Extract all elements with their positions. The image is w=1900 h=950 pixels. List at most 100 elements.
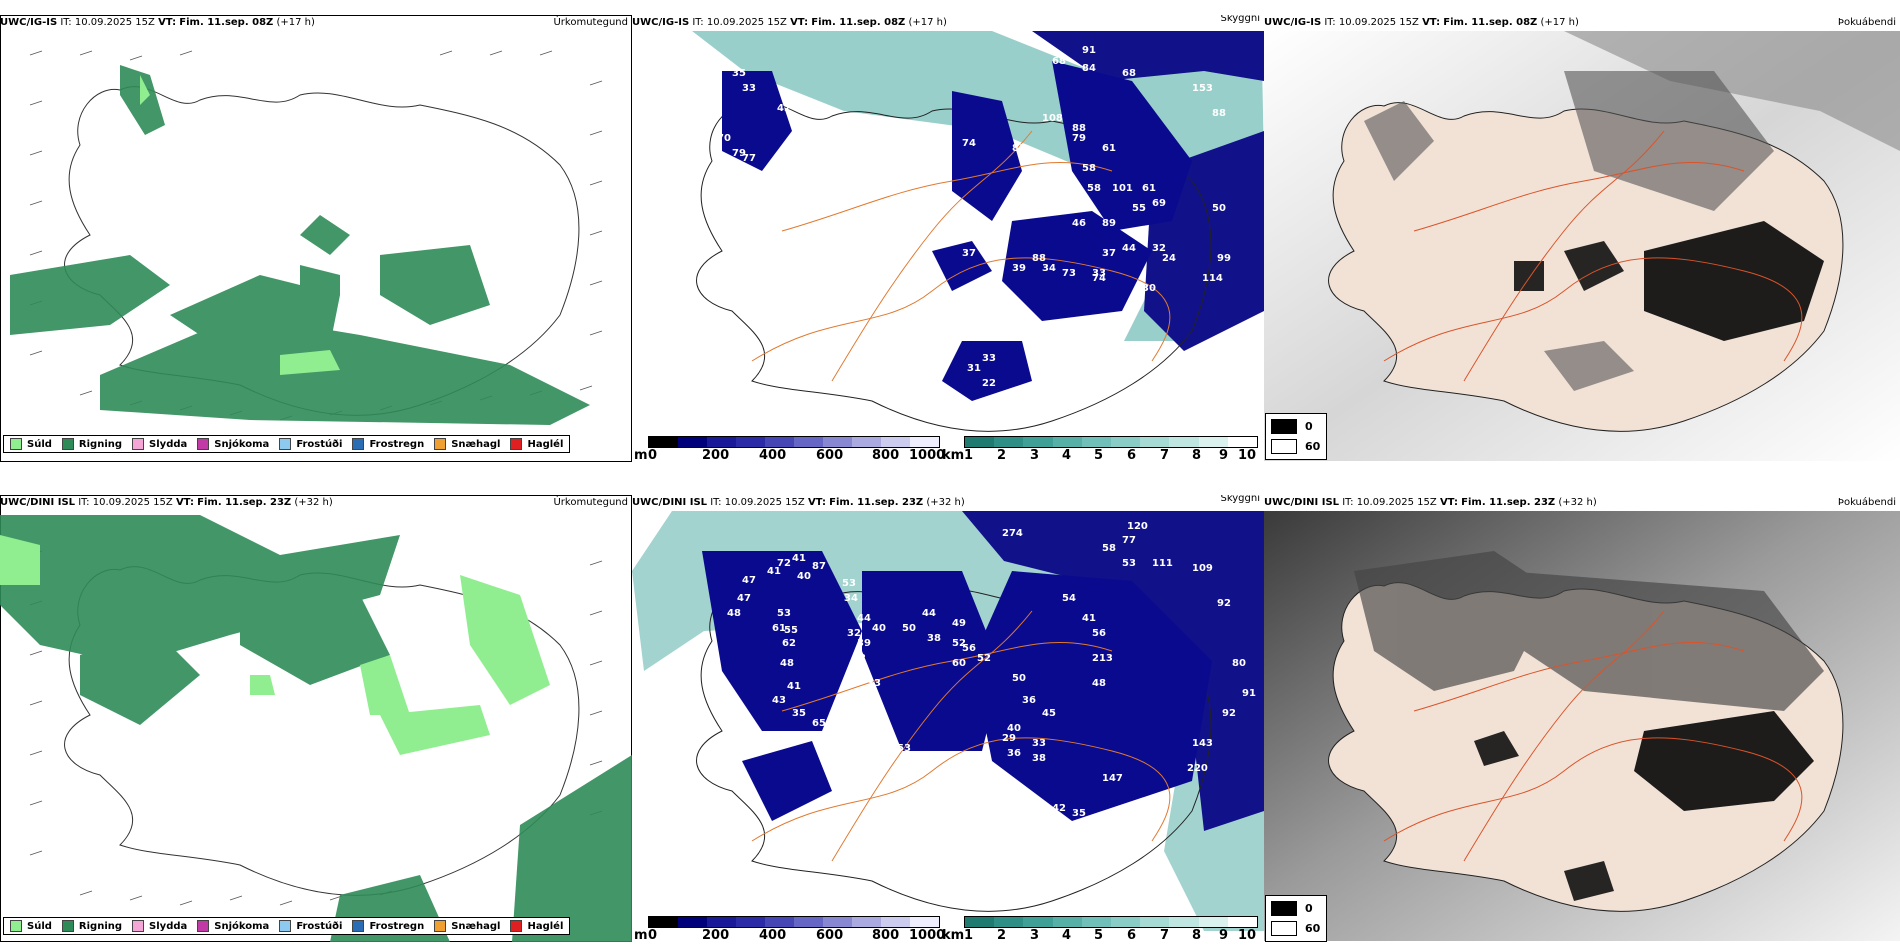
legend-item: Frostúði bbox=[279, 438, 342, 450]
it-value: 10.09.2025 15Z bbox=[1338, 17, 1419, 28]
vis-tick: 7 bbox=[1160, 928, 1170, 942]
ceiling-value-label: 69 bbox=[1152, 198, 1166, 209]
swatch bbox=[61, 438, 74, 450]
low-ceiling-areas bbox=[702, 551, 1212, 821]
swatch bbox=[197, 920, 210, 932]
ceiling-value-label: 48 bbox=[780, 658, 794, 669]
ceiling-value-label: 220 bbox=[1187, 763, 1208, 774]
ceiling-value-label: 36 bbox=[1022, 695, 1036, 706]
legend-label: Haglél bbox=[527, 920, 564, 932]
fog-map-top bbox=[1264, 31, 1900, 461]
ceiling-value-label: 101 bbox=[1112, 183, 1133, 194]
ceiling-colorbar: m 0 200 400 600 800 1000 bbox=[634, 436, 946, 462]
ceiling-value-label: 39 bbox=[1012, 263, 1026, 274]
ceiling-value-label: 44 bbox=[922, 608, 936, 619]
vis-tick: 2 bbox=[997, 928, 1007, 942]
it-label: IT: bbox=[78, 497, 90, 508]
ceiling-value-label: 67 bbox=[1102, 823, 1116, 834]
ceiling-value-label: 41 bbox=[767, 566, 781, 577]
ceiling-value-label: 77 bbox=[742, 153, 756, 164]
ceiling-value-label: 42 bbox=[1052, 803, 1066, 814]
ceiling-value-label: 44 bbox=[1122, 243, 1136, 254]
legend-item: Snæhagl bbox=[434, 438, 500, 450]
ceiling-value-label: 80 bbox=[1232, 658, 1246, 669]
ceiling-value-label: 46 bbox=[1102, 373, 1116, 384]
swatch bbox=[132, 920, 145, 932]
ceiling-unit: m bbox=[634, 928, 648, 942]
visibility-colorbar: km 1 2 3 4 5 6 7 8 9 10 bbox=[942, 436, 1260, 462]
ceiling-value-label: 29 bbox=[1002, 733, 1016, 744]
ceiling-value-label: 68 bbox=[1052, 56, 1066, 67]
ceiling-value-label: 73 bbox=[1062, 268, 1076, 279]
ceiling-value-label: 74 bbox=[962, 138, 976, 149]
precip-areas bbox=[0, 515, 632, 942]
ceiling-value-label: 30 bbox=[1142, 283, 1156, 294]
it-value: 10.09.2025 15Z bbox=[74, 17, 155, 28]
visibility-panel-top: UWC/IG-IS IT: 10.09.2025 15Z VT: Fim. 11… bbox=[632, 15, 1264, 462]
vis-tick: 2 bbox=[997, 448, 1007, 462]
ceiling-value-label: 35 bbox=[792, 708, 806, 719]
ceiling-tick: 800 bbox=[872, 928, 900, 942]
panel-header: UWC/DINI ISL IT: 10.09.2025 15Z VT: Fim.… bbox=[632, 495, 1264, 511]
vis-tick: 7 bbox=[1160, 448, 1170, 462]
ceiling-tick: 0 bbox=[648, 448, 658, 462]
ceiling-value-label: 53 bbox=[777, 608, 791, 619]
ceiling-tick: 1000 bbox=[909, 928, 946, 942]
ceiling-value-label: 32 bbox=[1152, 243, 1166, 254]
ceiling-value-label: 24 bbox=[1162, 253, 1176, 264]
ceiling-value-label: 41 bbox=[792, 553, 806, 564]
ceiling-value-label: 19 bbox=[1062, 333, 1076, 344]
ceiling-unit: m bbox=[634, 448, 648, 462]
ceiling-value-label: 55 bbox=[1132, 203, 1146, 214]
fog-key-light: 60 bbox=[1305, 440, 1321, 453]
legend-item: Frostregn bbox=[352, 920, 424, 932]
swatch bbox=[352, 438, 365, 450]
ceiling-value-label: 58 bbox=[1082, 163, 1096, 174]
vt-value: Fim. 11.sep. 08Z bbox=[1443, 17, 1538, 28]
legend-label: Súld bbox=[27, 438, 52, 450]
model-name: UWC/DINI ISL bbox=[0, 497, 76, 508]
ceiling-tick: 400 bbox=[759, 448, 787, 462]
roads bbox=[751, 130, 1171, 382]
precip-map-bottom bbox=[0, 495, 632, 942]
it-label: IT: bbox=[60, 17, 72, 28]
legend-label: Slydda bbox=[149, 920, 188, 932]
ceiling-value-label: 77 bbox=[1122, 535, 1136, 546]
ceiling-value-label: 32 bbox=[847, 628, 861, 639]
lead-time: (+32 h) bbox=[1558, 497, 1597, 508]
precip-legend: Súld Rigning Slydda Snjókoma Frostúði Fr… bbox=[3, 435, 571, 453]
vis-tick: 1 bbox=[964, 448, 974, 462]
ceiling-value-label: 88 bbox=[1212, 108, 1226, 119]
ceiling-value-label: 40 bbox=[1007, 723, 1021, 734]
visibility-map-bottom: 274 120 77 58 53 111 109 92 80 91 92 143 220 41 40 41 47… bbox=[632, 511, 1264, 931]
vt-label: VT: bbox=[790, 17, 809, 28]
ceiling-tick: 600 bbox=[816, 448, 844, 462]
ceiling-value-label: 87 bbox=[812, 561, 826, 572]
ceiling-value-label: 31 bbox=[967, 363, 981, 374]
ceiling-tick: 1000 bbox=[909, 448, 946, 462]
legend-label: Haglél bbox=[527, 438, 564, 450]
fog-grey-areas bbox=[1354, 551, 1824, 711]
legend-label: Rigning bbox=[78, 920, 123, 932]
ceiling-value-label: 89 bbox=[1102, 218, 1116, 229]
it-label: IT: bbox=[710, 497, 722, 508]
ceiling-value-label: 53 bbox=[842, 578, 856, 589]
it-label: IT: bbox=[1324, 17, 1336, 28]
ceiling-value-label: 41 bbox=[857, 728, 871, 739]
it-value: 10.09.2025 15Z bbox=[92, 497, 173, 508]
ceiling-value-label: 109 bbox=[1192, 563, 1213, 574]
ceiling-value-label: 38 bbox=[927, 633, 941, 644]
ceiling-value-label: 33 bbox=[1032, 738, 1046, 749]
ceiling-value-label: 33 bbox=[867, 678, 881, 689]
ceiling-value-label: 52 bbox=[977, 653, 991, 664]
drizzle-areas bbox=[0, 535, 550, 755]
roads bbox=[1383, 130, 1803, 382]
ceiling-value-label: 41 bbox=[1082, 613, 1096, 624]
fog-grey-areas bbox=[1364, 71, 1774, 391]
ceiling-value-label: 88 bbox=[1072, 123, 1086, 134]
ceiling-value-label: 91 bbox=[1242, 688, 1256, 699]
ceiling-value-label: 34 bbox=[844, 593, 858, 604]
ceiling-value-label: 72 bbox=[777, 558, 791, 569]
ceiling-value-label: 61 bbox=[1102, 143, 1116, 154]
legend-item: Haglél bbox=[510, 920, 563, 932]
